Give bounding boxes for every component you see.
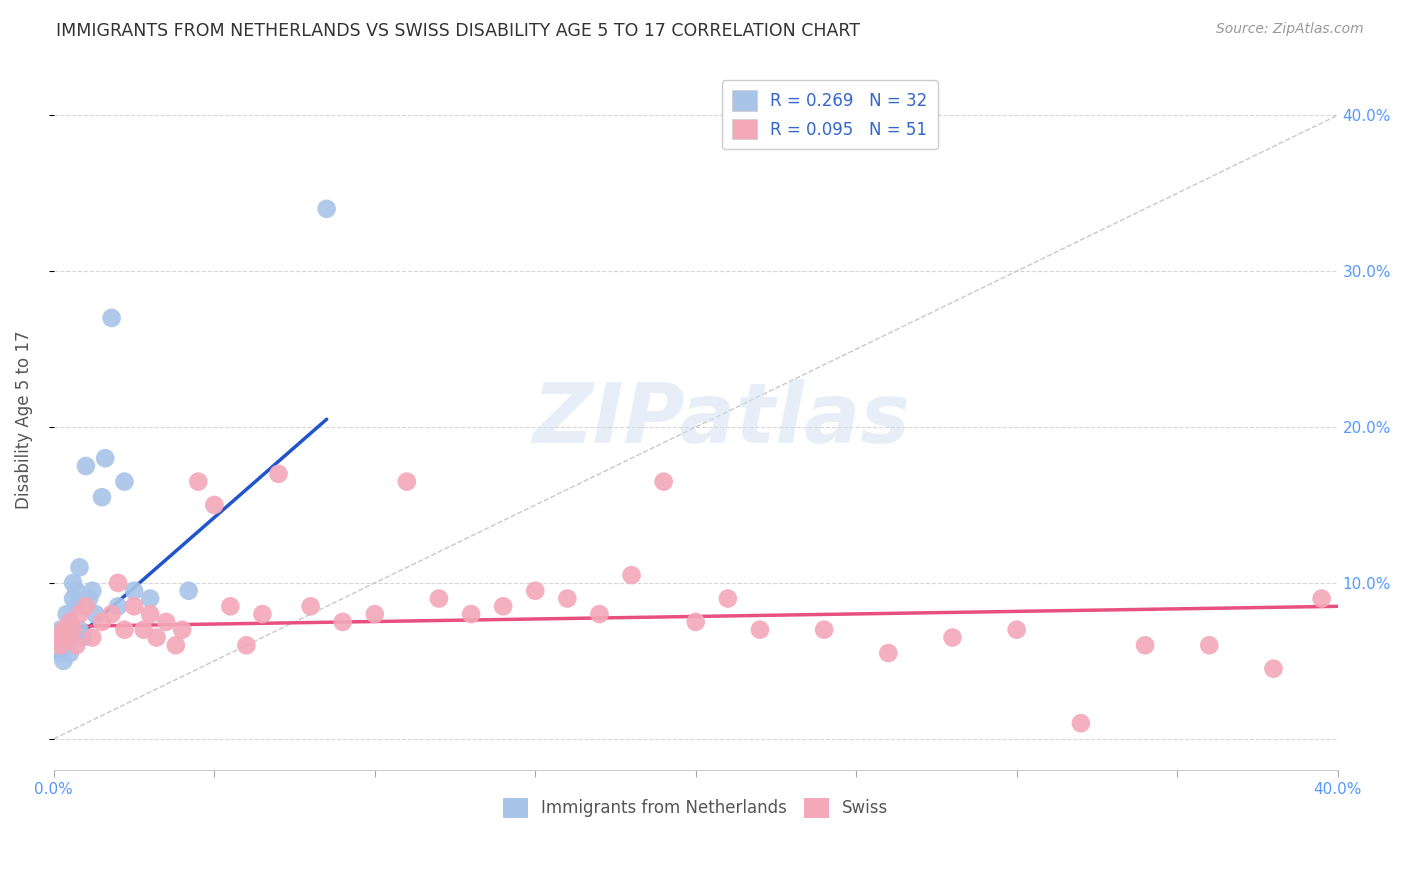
Point [49, 646, 72, 660]
Point [155, 615, 177, 629]
Point [59, 646, 82, 660]
Point [114, 623, 136, 637]
Point [52, 654, 75, 668]
Point [46, 631, 69, 645]
Point [652, 475, 675, 489]
Point [267, 467, 290, 481]
Point [139, 591, 162, 606]
Point [52, 625, 75, 640]
Point [877, 646, 900, 660]
Point [685, 615, 707, 629]
Point [557, 591, 579, 606]
Point [1070, 716, 1092, 731]
Point [59, 615, 82, 629]
Point [59, 631, 82, 645]
Point [72, 631, 94, 645]
Point [252, 607, 274, 621]
Point [427, 591, 450, 606]
Point [122, 583, 145, 598]
Point [55, 638, 77, 652]
Point [492, 599, 515, 614]
Point [49, 638, 72, 652]
Point [620, 568, 643, 582]
Point [395, 475, 418, 489]
Legend: Immigrants from Netherlands, Swiss: Immigrants from Netherlands, Swiss [496, 791, 896, 825]
Point [941, 631, 963, 645]
Point [62, 623, 84, 637]
Point [100, 607, 122, 621]
Point [177, 583, 200, 598]
Point [75, 458, 97, 473]
Point [813, 623, 835, 637]
Point [1310, 591, 1333, 606]
Point [107, 599, 129, 614]
Point [49, 623, 72, 637]
Y-axis label: Disability Age 5 to 17: Disability Age 5 to 17 [15, 330, 32, 508]
Point [107, 576, 129, 591]
Point [69, 623, 91, 637]
Point [52, 623, 75, 637]
Point [55, 631, 77, 645]
Point [332, 615, 354, 629]
Text: IMMIGRANTS FROM NETHERLANDS VS SWISS DISABILITY AGE 5 TO 17 CORRELATION CHART: IMMIGRANTS FROM NETHERLANDS VS SWISS DIS… [56, 22, 860, 40]
Point [84, 607, 107, 621]
Point [202, 498, 225, 512]
Point [139, 607, 162, 621]
Point [46, 638, 69, 652]
Point [77, 591, 100, 606]
Point [94, 451, 117, 466]
Point [219, 599, 242, 614]
Point [62, 576, 84, 591]
Point [75, 599, 97, 614]
Point [132, 623, 155, 637]
Point [172, 623, 194, 637]
Point [1263, 662, 1285, 676]
Point [717, 591, 740, 606]
Point [69, 607, 91, 621]
Point [114, 475, 136, 489]
Point [52, 638, 75, 652]
Point [748, 623, 770, 637]
Text: ZIPatlas: ZIPatlas [533, 379, 910, 459]
Point [524, 583, 547, 598]
Point [460, 607, 482, 621]
Point [364, 607, 387, 621]
Point [165, 638, 187, 652]
Point [65, 583, 87, 598]
Point [55, 607, 77, 621]
Point [588, 607, 610, 621]
Text: Source: ZipAtlas.com: Source: ZipAtlas.com [1216, 22, 1364, 37]
Point [187, 475, 209, 489]
Point [100, 310, 122, 325]
Point [59, 615, 82, 629]
Point [145, 631, 167, 645]
Point [82, 631, 104, 645]
Point [65, 599, 87, 614]
Point [82, 583, 104, 598]
Point [235, 638, 257, 652]
Point [69, 560, 91, 574]
Point [62, 623, 84, 637]
Point [91, 490, 114, 504]
Point [122, 599, 145, 614]
Point [1198, 638, 1220, 652]
Point [299, 599, 322, 614]
Point [62, 591, 84, 606]
Point [315, 202, 337, 216]
Point [91, 615, 114, 629]
Point [1005, 623, 1028, 637]
Point [1133, 638, 1156, 652]
Point [65, 638, 87, 652]
